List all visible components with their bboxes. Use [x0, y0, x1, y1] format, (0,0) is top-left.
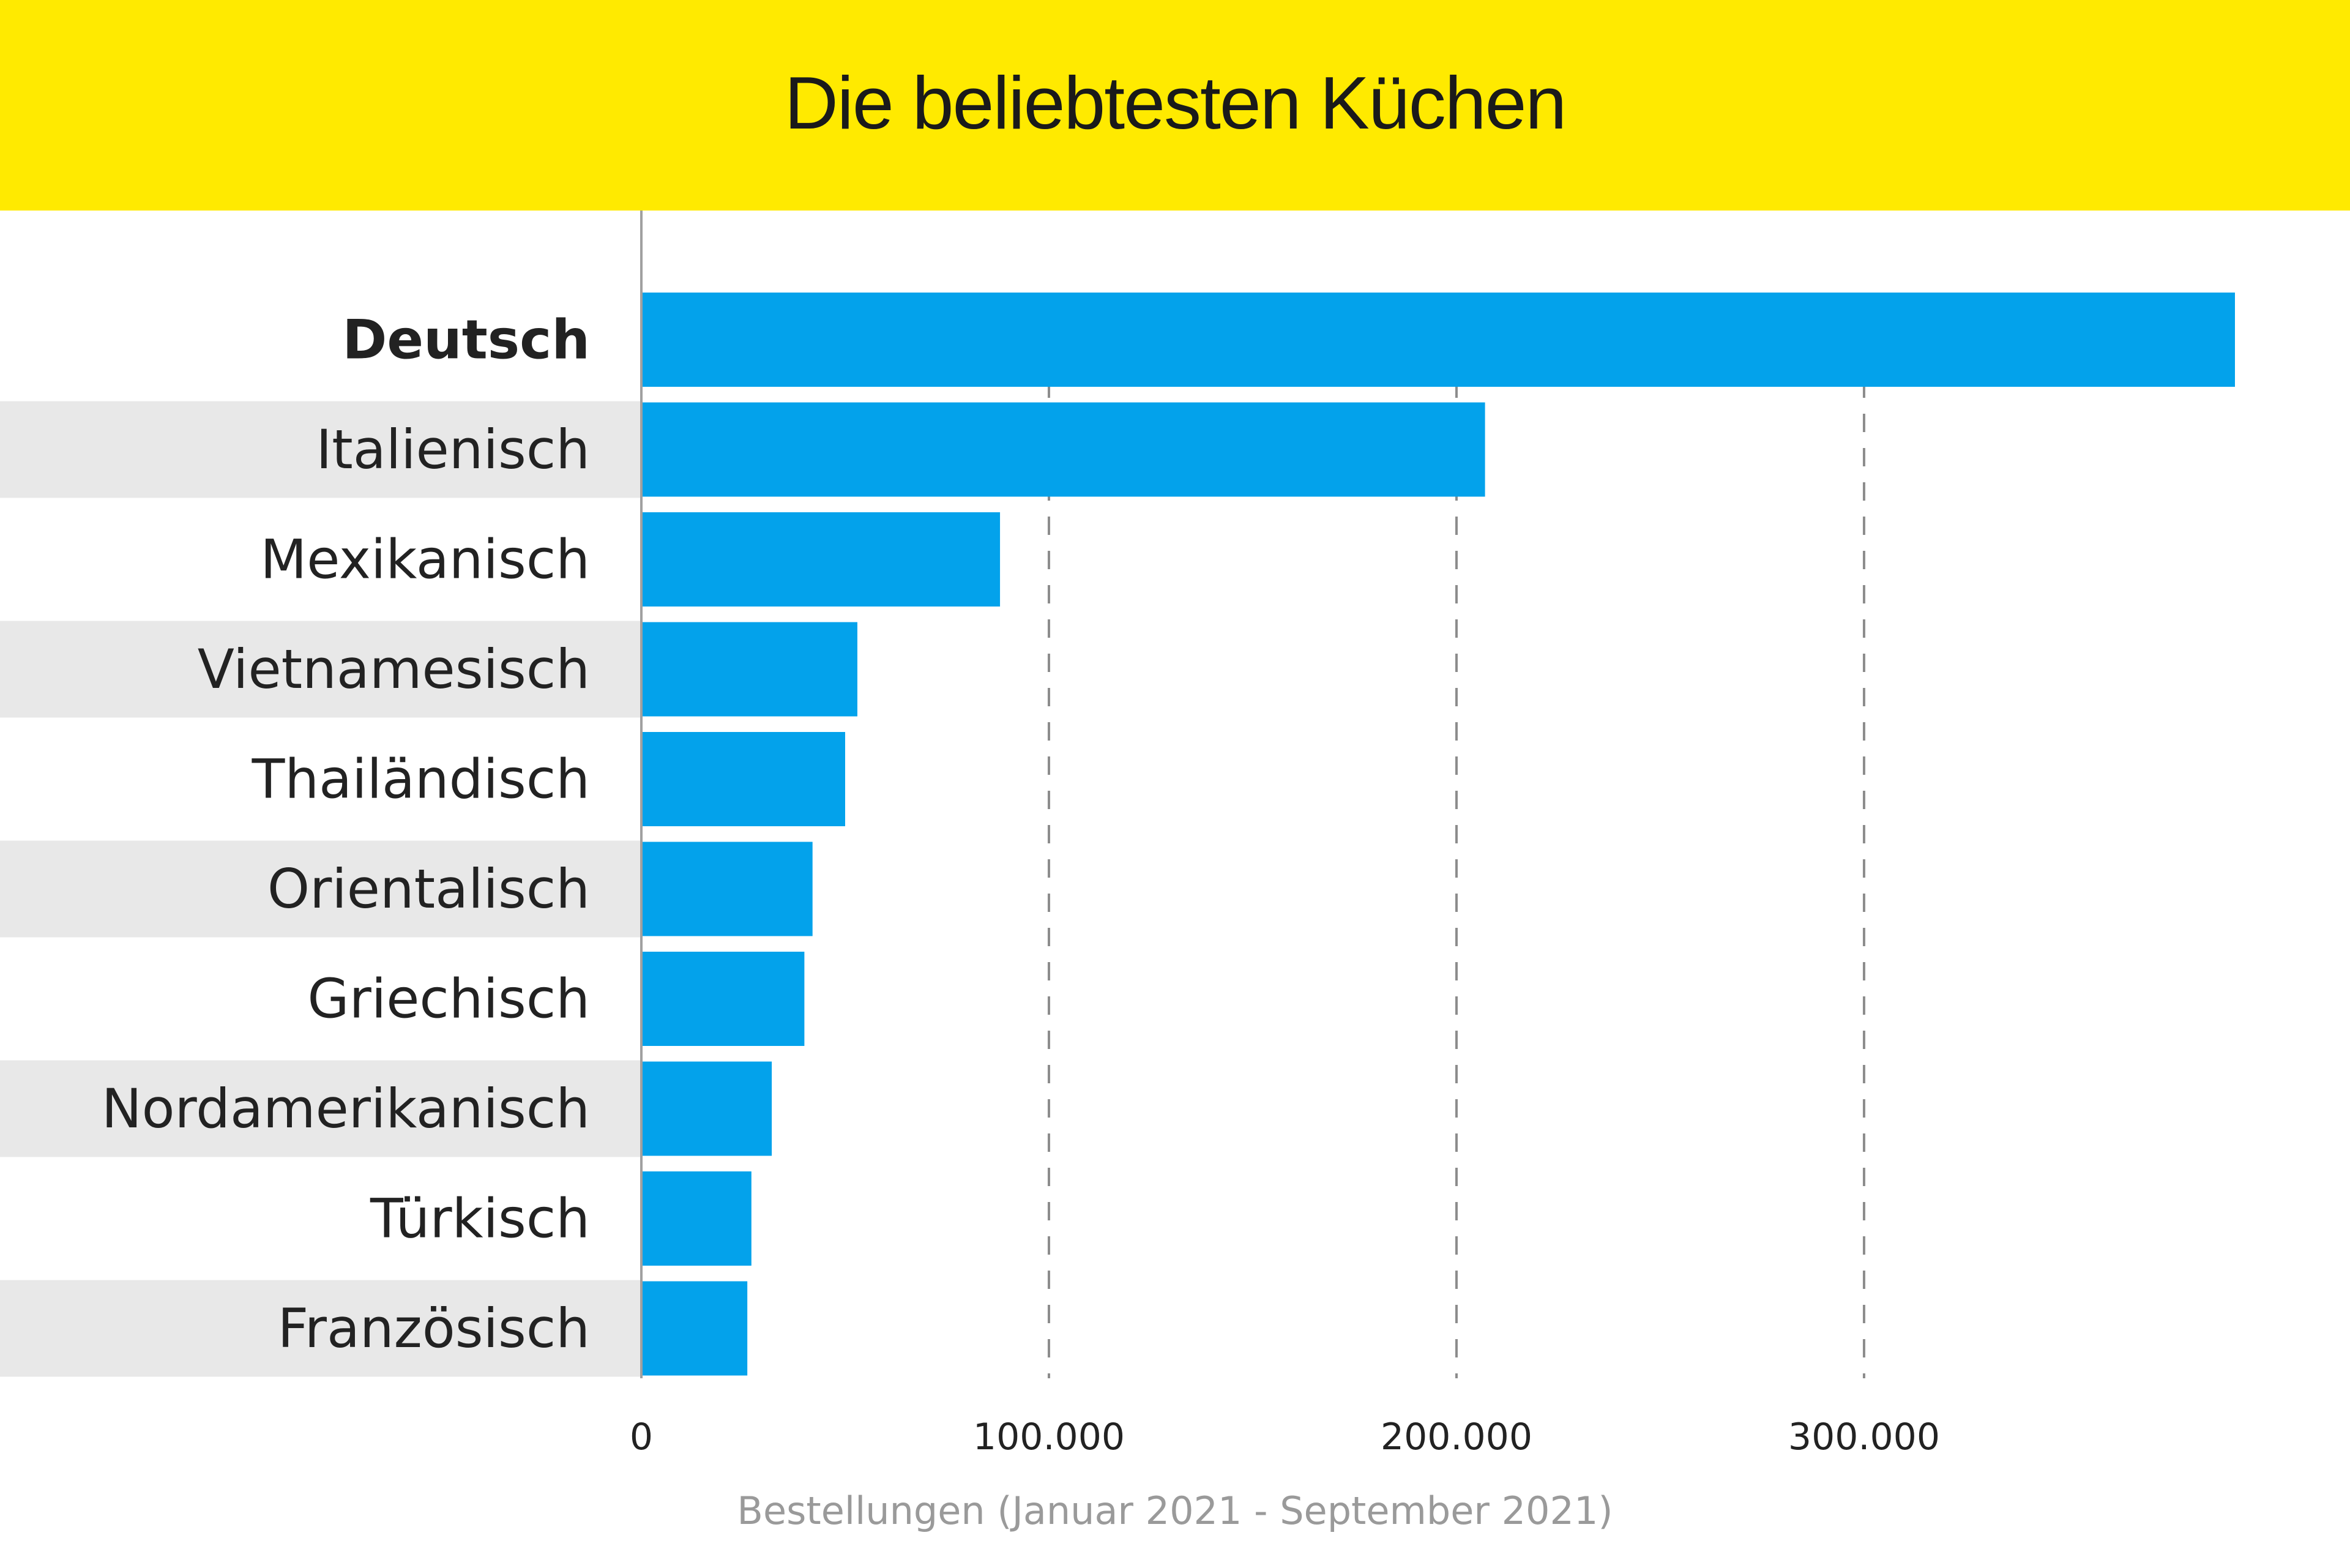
bar-französisch — [641, 1281, 748, 1376]
category-label: Französisch — [278, 1297, 590, 1360]
bar-italienisch — [641, 402, 1485, 497]
x-tick-label: 200.000 — [1381, 1416, 1532, 1458]
category-label: Mexikanisch — [260, 528, 590, 591]
category-label: Griechisch — [307, 968, 590, 1031]
chart-title: Die beliebtesten Küchen — [784, 61, 1567, 144]
x-tick-label: 0 — [630, 1416, 653, 1458]
bar-griechisch — [641, 952, 805, 1046]
category-label: Deutsch — [342, 308, 590, 371]
bar-deutsch — [641, 293, 2235, 387]
x-tick-label: 300.000 — [1788, 1416, 1940, 1458]
category-label: Nordamerikanisch — [102, 1077, 590, 1140]
category-label: Italienisch — [316, 418, 590, 481]
bar-orientalisch — [641, 842, 813, 936]
row-band — [0, 621, 641, 718]
bar-nordamerikanisch — [641, 1061, 772, 1156]
category-label: Vietnamesisch — [198, 638, 590, 701]
x-axis-title: Bestellungen (Januar 2021 - September 20… — [737, 1488, 1613, 1533]
category-label: Türkisch — [370, 1187, 590, 1250]
category-label: Thailändisch — [252, 748, 590, 811]
bar-vietnamesisch — [641, 622, 857, 717]
x-tick-label: 100.000 — [973, 1416, 1125, 1458]
row-band — [0, 840, 641, 938]
chart-header: Die beliebtesten Küchen — [0, 0, 2350, 211]
row-band — [0, 401, 641, 498]
row-band — [0, 1060, 641, 1157]
bar-türkisch — [641, 1171, 752, 1266]
row-band — [0, 1280, 641, 1377]
bar-mexikanisch — [641, 512, 1001, 607]
category-label: Orientalisch — [267, 857, 590, 920]
bar-thailändisch — [641, 732, 845, 826]
